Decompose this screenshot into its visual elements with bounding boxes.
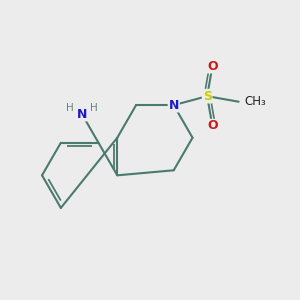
Text: N: N [169, 99, 179, 112]
Text: N: N [77, 108, 87, 121]
Text: O: O [207, 119, 218, 132]
Text: H: H [91, 103, 98, 113]
Text: O: O [207, 60, 218, 73]
Text: S: S [203, 90, 212, 103]
Text: H: H [66, 103, 74, 113]
Text: CH₃: CH₃ [244, 95, 266, 108]
